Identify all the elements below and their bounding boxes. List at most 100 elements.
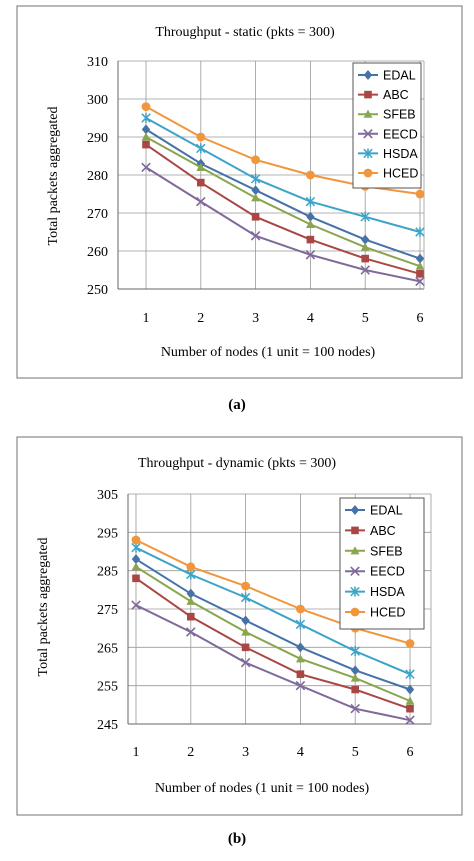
legend-label: HCED — [383, 167, 418, 181]
legend-item-hced: HCED — [358, 167, 418, 181]
data-point-edal — [415, 253, 425, 264]
legend-label: EDAL — [383, 69, 416, 83]
data-point-eecd — [360, 265, 370, 275]
series-line-eecd — [135, 604, 411, 722]
data-point-eecd — [141, 162, 151, 173]
x-axis-label: Number of nodes (1 unit = 100 nodes) — [161, 345, 376, 360]
legend-label: HSDA — [370, 585, 405, 599]
data-point-abc — [241, 643, 250, 652]
data-point-abc — [187, 612, 195, 621]
data-point-hsda — [240, 592, 251, 603]
y-axis-label: Total packets aggregated — [36, 538, 51, 677]
data-point-abc — [351, 685, 359, 694]
legend-marker — [350, 505, 360, 515]
data-point-sfeb — [350, 673, 360, 682]
x-tick-label: 5 — [362, 311, 369, 326]
data-point-edal — [306, 211, 315, 222]
x-tick-label: 5 — [352, 745, 359, 760]
caption-a: (a) — [228, 397, 246, 413]
series-line-hsda — [145, 117, 421, 233]
x-tick-label: 3 — [242, 745, 249, 760]
legend-item-eecd: EECD — [345, 565, 405, 579]
data-point-sfeb — [131, 562, 141, 571]
y-tick-label: 305 — [97, 488, 118, 503]
data-point-sfeb — [306, 219, 315, 228]
legend-label: HSDA — [383, 147, 418, 161]
legend-marker — [350, 586, 360, 597]
data-point-eecd — [305, 250, 316, 260]
y-tick-label: 310 — [87, 55, 108, 70]
series-abc — [142, 140, 424, 278]
legend: EDAL ABC SFEB EECD HSDA HCED — [339, 497, 425, 630]
data-point-sfeb — [360, 242, 370, 251]
data-point-hced — [241, 581, 251, 591]
legend-label: EECD — [370, 565, 405, 579]
y-tick-label: 280 — [87, 169, 108, 184]
legend-label: SFEB — [383, 108, 416, 122]
data-point-hced — [251, 155, 260, 165]
data-point-eecd — [295, 680, 306, 691]
data-point-eecd — [131, 600, 141, 610]
legend-label: ABC — [370, 524, 396, 538]
data-point-sfeb — [251, 193, 260, 202]
series-eecd — [131, 600, 415, 725]
series-line-abc — [135, 577, 411, 710]
data-point-eecd — [196, 196, 206, 207]
legend-label: ABC — [383, 88, 409, 102]
legend-item-hsda: HSDA — [358, 147, 418, 161]
data-point-sfeb — [415, 261, 425, 270]
chart-title: Throughput - static (pkts = 300) — [155, 25, 335, 40]
data-point-sfeb — [186, 596, 196, 605]
data-point-edal — [186, 588, 195, 599]
x-tick-label: 2 — [197, 311, 204, 326]
x-tick-label: 4 — [297, 745, 304, 760]
chart-frame — [16, 5, 463, 379]
y-tick-label: 250 — [87, 283, 108, 298]
legend-marker — [350, 607, 360, 617]
x-tick-label: 1 — [133, 745, 140, 760]
legend-item-abc: ABC — [358, 88, 409, 102]
data-point-hced — [296, 604, 305, 614]
data-point-hced — [405, 639, 415, 648]
legend-box — [339, 497, 425, 630]
y-tick-labels: 245 255 265 275 285 295 305 — [97, 488, 118, 733]
data-point-hsda — [141, 113, 151, 123]
axes — [127, 494, 432, 725]
data-point-abc — [296, 670, 305, 678]
data-point-abc — [361, 254, 369, 263]
legend-marker — [351, 526, 359, 535]
data-point-hsda — [196, 143, 206, 154]
data-point-edal — [296, 642, 305, 653]
series-edal — [131, 554, 415, 695]
y-tick-label: 260 — [87, 245, 108, 260]
x-tick-labels: 1 2 3 4 5 6 — [133, 745, 414, 760]
series-line-edal — [135, 558, 411, 691]
series-line-abc — [145, 143, 421, 275]
legend-item-abc: ABC — [345, 524, 396, 538]
legend-marker — [363, 109, 373, 118]
data-point-abc — [416, 270, 424, 278]
data-point-hced — [196, 132, 206, 142]
data-point-edal — [251, 185, 260, 196]
legend-marker — [363, 129, 373, 139]
data-point-sfeb — [241, 627, 250, 636]
data-point-hced — [415, 189, 425, 199]
data-point-sfeb — [405, 696, 415, 705]
chart-title: Throughput - dynamic (pkts = 300) — [138, 456, 336, 471]
data-point-abc — [306, 235, 315, 244]
series-hsda — [141, 113, 425, 237]
series-line-eecd — [145, 166, 421, 283]
series-sfeb — [141, 132, 425, 270]
x-tick-label: 1 — [143, 311, 150, 326]
x-tick-label: 4 — [307, 311, 314, 326]
legend-item-eecd: EECD — [358, 127, 418, 141]
legend-item-hsda: HSDA — [345, 585, 405, 599]
data-point-edal — [351, 665, 360, 676]
data-point-hsda — [305, 196, 316, 207]
data-point-hsda — [405, 669, 415, 680]
data-point-hsda — [250, 173, 261, 184]
legend-marker — [363, 70, 373, 80]
series-sfeb — [131, 562, 415, 705]
data-point-abc — [142, 140, 150, 149]
y-tick-label: 265 — [97, 641, 118, 656]
